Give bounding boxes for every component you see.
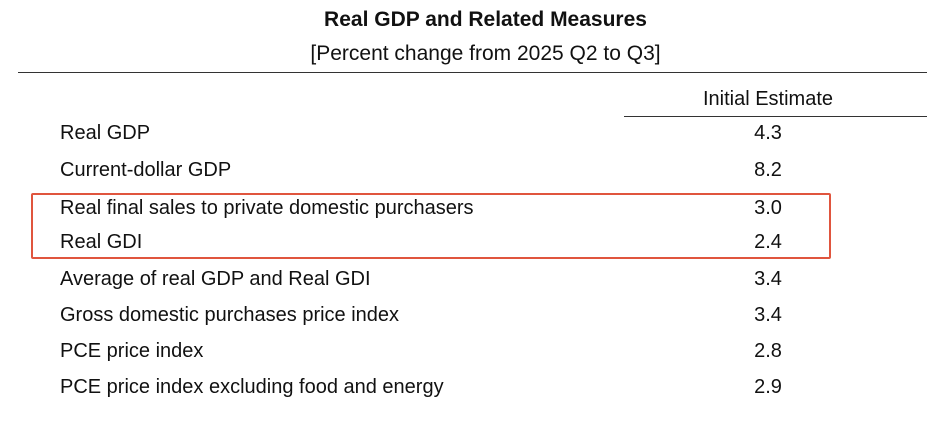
table-row: Real GDP 4.3 — [0, 118, 946, 148]
table-row: Current-dollar GDP 8.2 — [0, 155, 946, 185]
row-value: 2.4 — [754, 231, 782, 253]
table-subtitle: [Percent change from 2025 Q2 to Q3] — [310, 42, 661, 65]
row-value: 8.2 — [754, 159, 782, 181]
table-row: PCE price index excluding food and energ… — [0, 372, 946, 402]
table-row: Average of real GDP and Real GDI 3.4 — [0, 264, 946, 294]
row-label: Current-dollar GDP — [60, 159, 232, 181]
row-value: 4.3 — [754, 122, 782, 144]
table-row: Gross domestic purchases price index 3.4 — [0, 300, 946, 330]
table-title: Real GDP and Related Measures — [324, 8, 647, 31]
row-label: Real GDP — [60, 122, 151, 144]
row-label: Real GDI — [60, 231, 143, 253]
table-row: PCE price index 2.8 — [0, 336, 946, 366]
row-value: 3.4 — [754, 268, 782, 290]
row-value: 2.8 — [754, 340, 782, 362]
column-header-rule-divider — [624, 116, 927, 117]
highlight-annotation-box — [31, 193, 831, 259]
table-row: Real GDI 2.4 — [0, 227, 946, 257]
row-value: 3.0 — [754, 197, 782, 219]
row-label: Average of real GDP and Real GDI — [60, 268, 371, 290]
row-label: Real final sales to private domestic pur… — [60, 197, 474, 219]
row-label: Gross domestic purchases price index — [60, 304, 400, 326]
row-label: PCE price index excluding food and energ… — [60, 376, 444, 398]
row-label: PCE price index — [60, 340, 204, 362]
row-value: 2.9 — [754, 376, 782, 398]
top-rule-divider — [18, 72, 927, 73]
column-header-initial-estimate: Initial Estimate — [702, 88, 834, 110]
table-row: Real final sales to private domestic pur… — [0, 193, 946, 223]
row-value: 3.4 — [754, 304, 782, 326]
